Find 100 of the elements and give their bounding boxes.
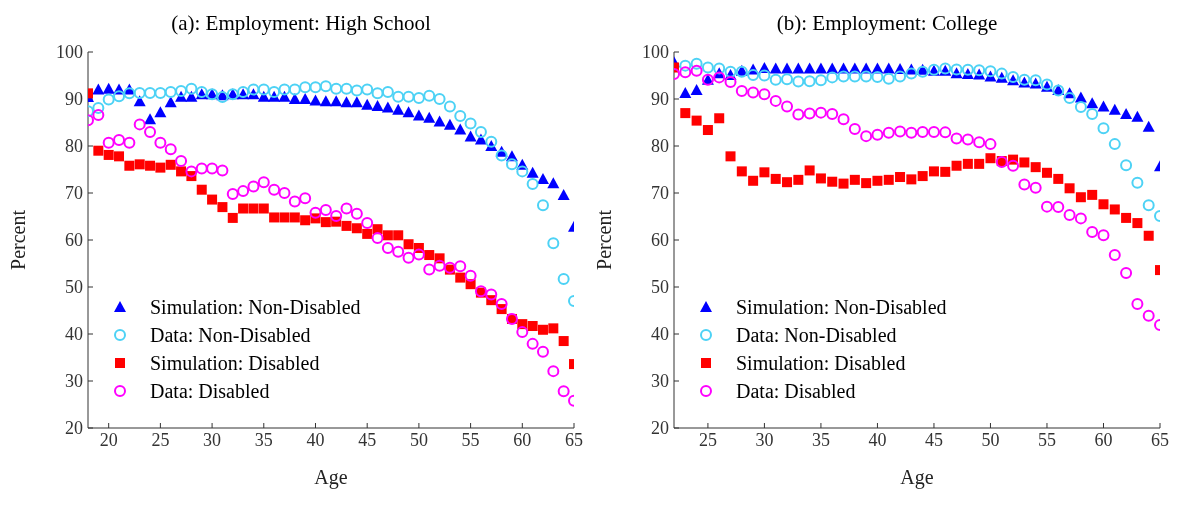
point	[1007, 70, 1020, 83]
point	[381, 101, 394, 113]
point	[1052, 201, 1065, 214]
point	[536, 345, 549, 358]
point	[164, 143, 177, 156]
point	[340, 82, 353, 95]
point	[526, 166, 539, 178]
point	[961, 63, 974, 76]
point	[906, 174, 917, 185]
x-tick-label: 55	[1037, 429, 1056, 450]
point	[547, 177, 560, 189]
point	[872, 175, 883, 186]
point	[1019, 157, 1030, 168]
point	[1143, 230, 1154, 241]
point	[340, 202, 353, 215]
y-axis-title: Percent	[593, 209, 616, 270]
point	[526, 337, 539, 350]
point	[1087, 189, 1098, 200]
legend-label: Simulation: Disabled	[150, 351, 320, 375]
y-tick-label: 100	[642, 42, 669, 63]
point	[1097, 229, 1110, 242]
point	[288, 93, 301, 104]
point	[758, 69, 771, 82]
point	[165, 159, 176, 170]
point	[145, 160, 156, 171]
point	[1120, 159, 1133, 172]
point	[1142, 199, 1155, 212]
point	[133, 86, 146, 99]
point	[736, 166, 747, 177]
point	[759, 167, 770, 178]
point	[268, 85, 281, 98]
point	[724, 65, 737, 78]
point	[882, 62, 895, 74]
point	[320, 217, 331, 228]
point	[916, 125, 929, 138]
point	[871, 128, 884, 141]
point	[883, 174, 894, 185]
point	[735, 85, 748, 98]
point	[392, 103, 405, 115]
point	[1131, 110, 1144, 122]
point	[905, 67, 918, 80]
point	[92, 108, 105, 121]
point	[381, 85, 394, 98]
point	[424, 250, 435, 261]
x-tick-label: 30	[755, 429, 774, 450]
x-tick-label: 45	[924, 429, 943, 450]
point	[849, 174, 860, 185]
point	[516, 326, 529, 339]
point	[1074, 100, 1087, 113]
point	[195, 162, 208, 175]
point	[278, 90, 291, 102]
point	[144, 86, 157, 99]
x-tick-label: 45	[358, 429, 377, 450]
point	[505, 158, 518, 171]
point	[175, 85, 188, 98]
point	[724, 76, 737, 89]
point	[838, 178, 849, 189]
chart-title: (a): Employment: High School	[170, 10, 432, 37]
point	[702, 125, 713, 136]
y-tick-label: 70	[65, 183, 83, 204]
point	[516, 165, 529, 178]
y-tick-label: 30	[651, 371, 669, 392]
point	[1074, 212, 1087, 225]
point	[485, 288, 498, 301]
point	[164, 85, 177, 98]
point	[309, 94, 322, 106]
x-tick-label: 30	[203, 429, 222, 450]
point	[485, 135, 498, 148]
x-tick-label: 65	[565, 429, 583, 450]
legend-label: Simulation: Non-Disabled	[150, 295, 361, 319]
point	[392, 90, 405, 103]
point	[423, 263, 436, 276]
point	[860, 70, 873, 83]
point	[557, 385, 570, 398]
point	[679, 59, 692, 72]
point	[402, 90, 415, 103]
point	[288, 83, 301, 96]
point	[679, 86, 692, 98]
point	[319, 203, 332, 216]
point	[826, 71, 839, 84]
point	[1131, 176, 1144, 189]
point	[217, 202, 228, 213]
point	[527, 321, 538, 332]
point	[207, 194, 218, 205]
point	[1075, 192, 1086, 203]
point	[464, 269, 477, 282]
point	[216, 164, 229, 177]
point	[382, 230, 393, 241]
point	[680, 108, 691, 119]
point	[350, 84, 363, 97]
point	[299, 192, 312, 205]
point	[792, 108, 805, 121]
point	[92, 83, 105, 95]
point	[557, 273, 570, 286]
point	[848, 70, 861, 83]
point	[361, 217, 374, 230]
point	[984, 138, 997, 151]
point	[793, 174, 804, 185]
point	[939, 126, 952, 139]
point	[454, 109, 467, 122]
